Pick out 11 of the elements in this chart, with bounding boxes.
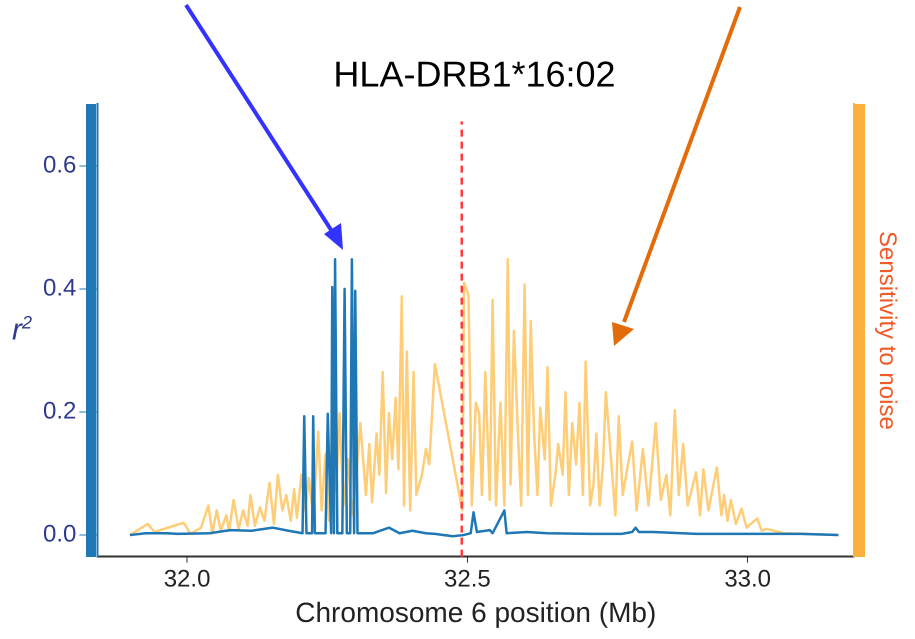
x-tick-label: 32.5 (444, 566, 491, 593)
y-tick-label: 0.4 (42, 274, 76, 302)
x-tick-label: 33.0 (724, 566, 772, 593)
y2-axis-title: Sensitivity to noise (874, 231, 901, 430)
y-tick-label: 0.6 (42, 151, 76, 178)
x-axis-title: Chromosome 6 position (Mb) (295, 596, 656, 628)
x-tick-label: 32.0 (164, 566, 210, 593)
y-axis-title: r$^{2}$ (12, 312, 32, 348)
y-tick-label: 0.2 (42, 398, 76, 425)
y-tick-label: 0.0 (42, 520, 76, 548)
chart-title: HLA-DRB1*16:02 (333, 54, 616, 95)
